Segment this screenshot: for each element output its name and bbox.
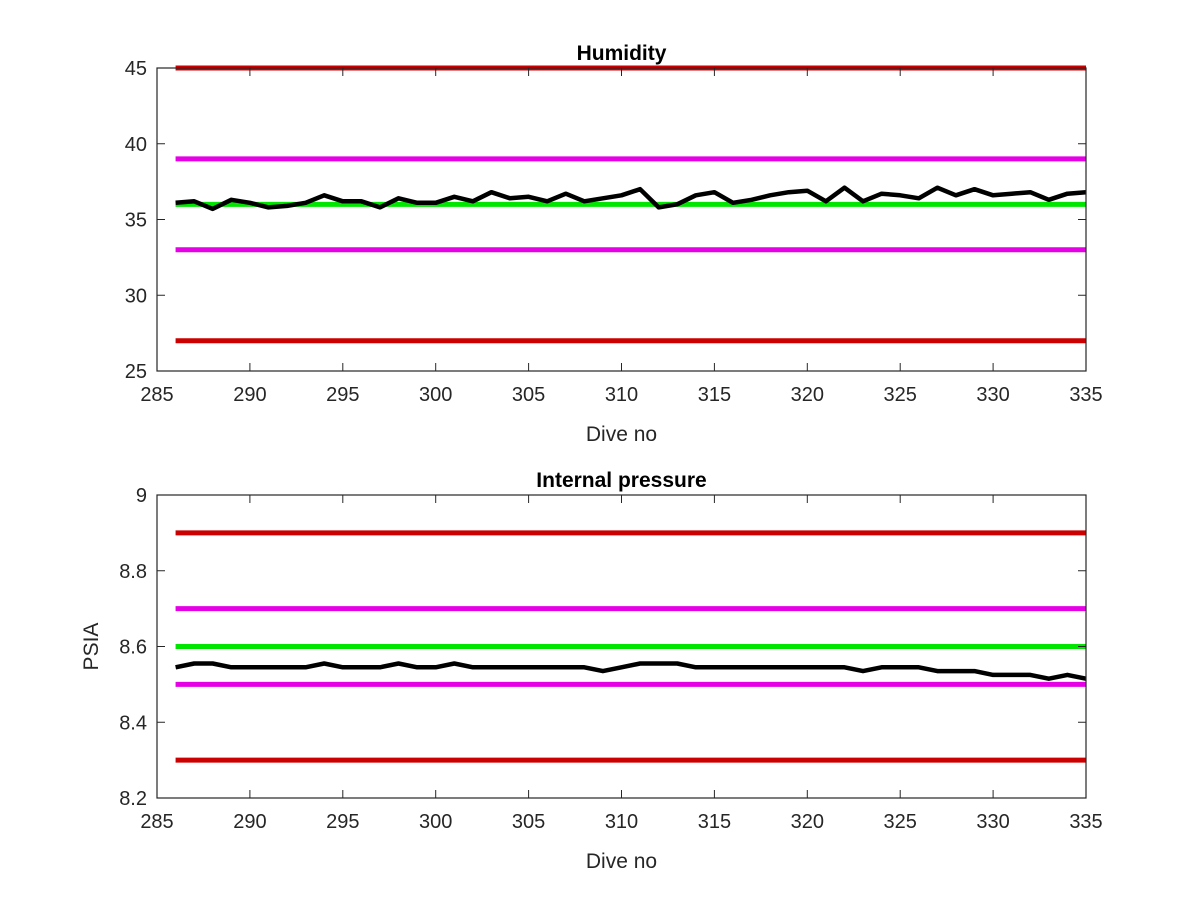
chart-title: Internal pressure <box>536 469 706 492</box>
x-tick-label: 320 <box>791 811 824 833</box>
x-tick-label: 300 <box>419 811 452 833</box>
y-tick-label: 40 <box>125 134 147 156</box>
y-tick-label: 30 <box>125 285 147 307</box>
data-series-line-0 <box>175 185 1087 212</box>
humidity-chart: 285 290 295 300 305 310 315 320 325 330 335 25 30 35 4… <box>125 42 1103 446</box>
y-tick-label: 9 <box>136 485 147 507</box>
x-axis-label: Dive no <box>586 850 657 873</box>
x-tick-label: 285 <box>140 384 173 406</box>
y-tick-label: 35 <box>125 210 147 232</box>
internal-pressure-chart: 285 290 295 300 305 310 315 320 325 330 335 8.2 8.4 8… <box>80 469 1103 873</box>
x-tick-label: 310 <box>605 811 638 833</box>
x-tick-label: 315 <box>698 811 731 833</box>
x-tick-label: 290 <box>233 811 266 833</box>
x-tick-label: 305 <box>512 811 545 833</box>
x-tick-label: 295 <box>326 384 359 406</box>
x-tick-label: 305 <box>512 384 545 406</box>
data-series-line-0 <box>175 661 1087 681</box>
x-tick-label: 335 <box>1069 811 1102 833</box>
plot-area <box>157 68 1086 371</box>
y-tick-label: 8.8 <box>119 561 147 583</box>
x-tick-label: 300 <box>419 384 452 406</box>
y-tick-label: 25 <box>125 361 147 383</box>
y-tick-label: 8.6 <box>119 637 147 659</box>
x-tick-label: 325 <box>884 384 917 406</box>
y-tick-label: 8.2 <box>119 788 147 810</box>
x-tick-label: 335 <box>1069 384 1102 406</box>
x-tick-label: 320 <box>791 384 824 406</box>
x-tick-label: 295 <box>326 811 359 833</box>
x-axis-label: Dive no <box>586 423 657 446</box>
y-tick-label: 45 <box>125 58 147 80</box>
x-tick-label: 290 <box>233 384 266 406</box>
x-tick-label: 330 <box>976 811 1009 833</box>
x-tick-label: 315 <box>698 384 731 406</box>
x-tick-label: 310 <box>605 384 638 406</box>
x-tick-label: 325 <box>884 811 917 833</box>
x-tick-label: 285 <box>140 811 173 833</box>
x-tick-label: 330 <box>976 384 1009 406</box>
chart-title: Humidity <box>577 42 667 65</box>
y-tick-label: 8.4 <box>119 712 147 734</box>
y-axis-label: PSIA <box>80 623 103 671</box>
